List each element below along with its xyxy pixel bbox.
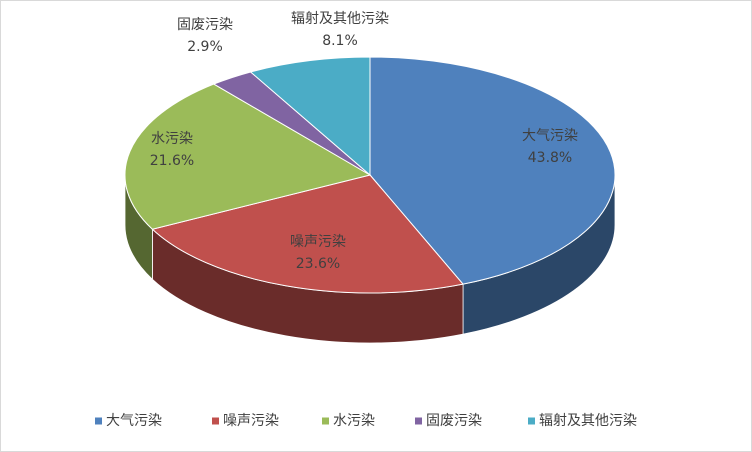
- slice: [151, 174, 464, 294]
- legend-label: 噪声污染: [223, 413, 279, 429]
- slice-value-label: 21.6%: [150, 153, 194, 169]
- legend-label: 大气污染: [106, 413, 162, 429]
- legend-swatch: [322, 417, 329, 425]
- legend-swatch: [95, 417, 102, 425]
- slice-label: 水污染: [151, 131, 193, 147]
- slice-label: 噪声污染: [290, 234, 346, 250]
- slice: [124, 83, 372, 230]
- slice-label: 辐射及其他污染: [291, 11, 389, 27]
- slice: [249, 56, 371, 177]
- slice-value-label: 8.1%: [322, 33, 358, 49]
- slice-label: 大气污染: [522, 128, 578, 144]
- legend-label: 固废污染: [426, 413, 482, 429]
- legend-swatch: [528, 417, 535, 425]
- slice-value-label: 23.6%: [296, 256, 340, 272]
- slice: [369, 56, 616, 285]
- legend-swatch: [212, 417, 219, 425]
- slice-value-label: 43.8%: [528, 150, 572, 166]
- legend-swatch: [415, 417, 422, 425]
- slice-value-label: 2.9%: [187, 39, 223, 55]
- slice-label: 固废污染: [177, 17, 233, 33]
- legend-label: 水污染: [333, 413, 375, 429]
- legend-label: 辐射及其他污染: [539, 413, 637, 429]
